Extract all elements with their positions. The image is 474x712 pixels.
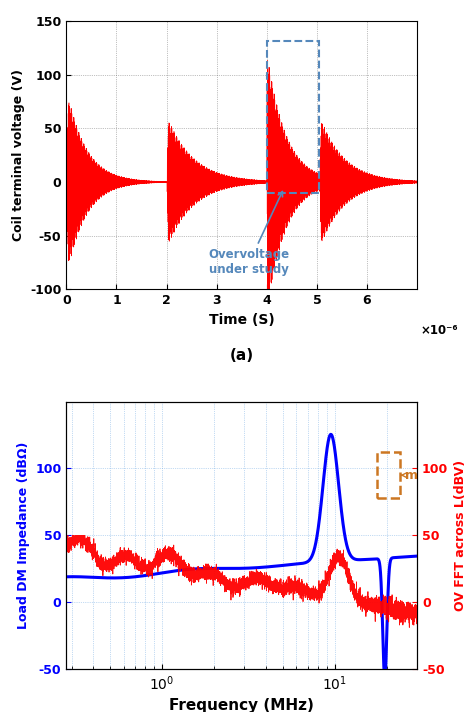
Text: (a): (a) <box>230 348 254 363</box>
Text: Overvoltage
under study: Overvoltage under study <box>209 192 290 276</box>
Bar <box>377 452 401 498</box>
Y-axis label: OV FFT across L(dBV): OV FFT across L(dBV) <box>454 460 467 611</box>
Y-axis label: Coil terminal voltage (V): Coil terminal voltage (V) <box>11 69 25 241</box>
Text: m: m <box>401 468 418 482</box>
X-axis label: Time (S): Time (S) <box>209 313 274 327</box>
X-axis label: Frequency (MHz): Frequency (MHz) <box>169 698 314 712</box>
Text: ×10⁻⁶: ×10⁻⁶ <box>420 324 458 337</box>
Bar <box>267 41 319 193</box>
Y-axis label: Load DM Impedance (dBΩ): Load DM Impedance (dBΩ) <box>17 441 30 629</box>
